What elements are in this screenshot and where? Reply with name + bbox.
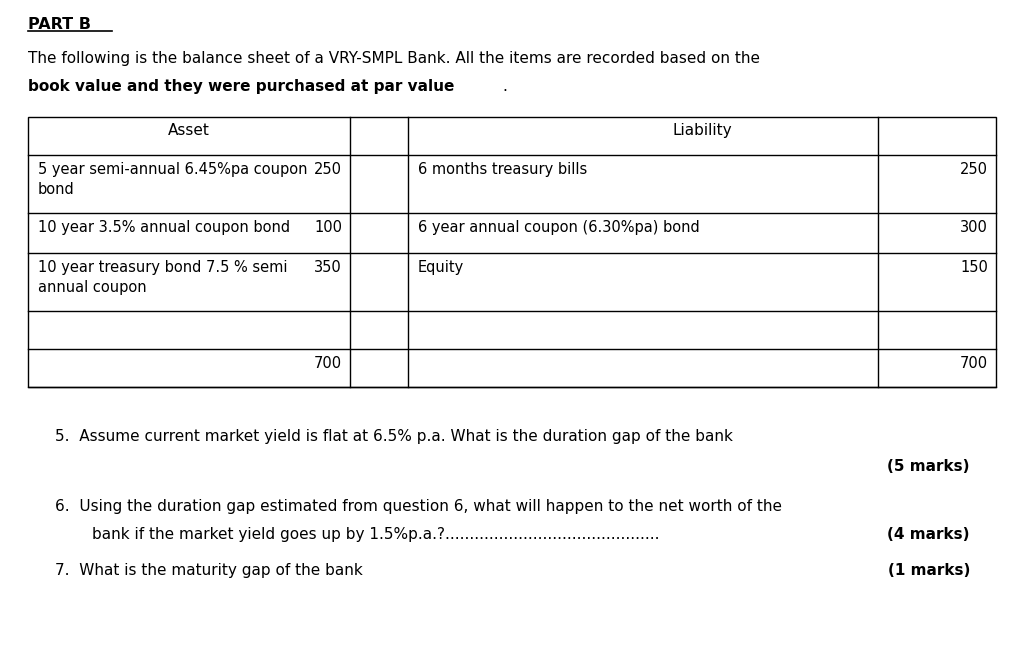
Text: 10 year 3.5% annual coupon bond: 10 year 3.5% annual coupon bond <box>38 220 290 235</box>
Text: 10 year treasury bond 7.5 % semi
annual coupon: 10 year treasury bond 7.5 % semi annual … <box>38 260 288 295</box>
Text: 6 year annual coupon (6.30%pa) bond: 6 year annual coupon (6.30%pa) bond <box>418 220 699 235</box>
Text: (4 marks): (4 marks) <box>888 527 970 542</box>
Text: PART B: PART B <box>28 17 91 32</box>
Text: The following is the balance sheet of a VRY-SMPL Bank. All the items are recorde: The following is the balance sheet of a … <box>28 51 760 66</box>
Text: Equity: Equity <box>418 260 464 275</box>
Text: 700: 700 <box>314 356 342 371</box>
Text: book value and they were purchased at par value: book value and they were purchased at pa… <box>28 79 455 94</box>
Text: 700: 700 <box>959 356 988 371</box>
Text: 350: 350 <box>314 260 342 275</box>
Text: 100: 100 <box>314 220 342 235</box>
Text: 6.  Using the duration gap estimated from question 6, what will happen to the ne: 6. Using the duration gap estimated from… <box>55 499 782 514</box>
Text: (1 marks): (1 marks) <box>888 563 970 578</box>
Text: 150: 150 <box>961 260 988 275</box>
Text: Liability: Liability <box>672 123 732 138</box>
Text: (5 marks): (5 marks) <box>888 459 970 474</box>
Text: 250: 250 <box>961 162 988 177</box>
Bar <box>28 117 996 387</box>
Text: 300: 300 <box>961 220 988 235</box>
Text: 5.  Assume current market yield is flat at 6.5% p.a. What is the duration gap of: 5. Assume current market yield is flat a… <box>55 429 733 444</box>
Text: Asset: Asset <box>168 123 210 138</box>
Text: 250: 250 <box>314 162 342 177</box>
Text: 5 year semi-annual 6.45%pa coupon
bond: 5 year semi-annual 6.45%pa coupon bond <box>38 162 307 197</box>
Text: 6 months treasury bills: 6 months treasury bills <box>418 162 587 177</box>
Text: bank if the market yield goes up by 1.5%p.a.?...................................: bank if the market yield goes up by 1.5%… <box>92 527 659 542</box>
Text: 7.  What is the maturity gap of the bank: 7. What is the maturity gap of the bank <box>55 563 362 578</box>
Text: .: . <box>502 79 507 94</box>
